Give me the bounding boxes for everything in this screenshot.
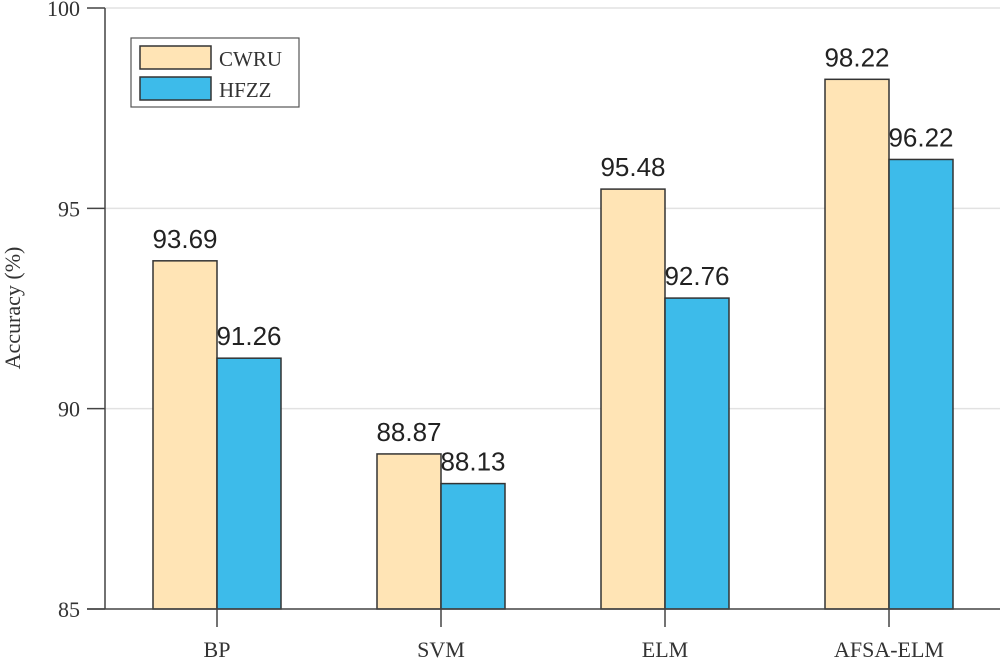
bar-cwru-bp [152, 260, 218, 610]
data-label: 91.26 [216, 321, 281, 351]
data-label: 98.22 [824, 42, 889, 72]
legend-label-hfzz: HFZZ [219, 78, 272, 102]
data-label: 96.22 [888, 122, 953, 152]
x-tick-label: SVM [417, 637, 465, 662]
y-axis-label: Accuracy (%) [0, 247, 25, 370]
bar-hfzz-afsa-elm [888, 158, 954, 610]
data-label: 88.87 [376, 417, 441, 447]
bar-hfzz-bp [216, 357, 282, 610]
data-label: 92.76 [664, 261, 729, 291]
data-label: 93.69 [152, 224, 217, 254]
legend: CWRU HFZZ [130, 37, 300, 108]
legend-label-cwru: CWRU [219, 47, 282, 71]
legend-swatch-cwru [139, 45, 212, 70]
y-tick-label: 85 [58, 597, 80, 622]
bar-hfzz-elm [664, 297, 730, 610]
y-tick-label: 100 [47, 0, 80, 21]
bar-cwru-svm [376, 453, 442, 610]
data-label: 88.13 [440, 447, 505, 477]
x-tick-label: BP [204, 637, 231, 662]
x-tick-label: AFSA-ELM [834, 637, 944, 662]
data-label: 95.48 [600, 152, 665, 182]
y-tick-label: 90 [58, 397, 80, 422]
x-tick-label: ELM [642, 637, 688, 662]
bar-hfzz-svm [440, 482, 506, 610]
legend-swatch-hfzz [139, 76, 212, 101]
bar-cwru-elm [600, 188, 666, 610]
bar-cwru-afsa-elm [824, 78, 890, 610]
y-tick-label: 95 [58, 196, 80, 221]
